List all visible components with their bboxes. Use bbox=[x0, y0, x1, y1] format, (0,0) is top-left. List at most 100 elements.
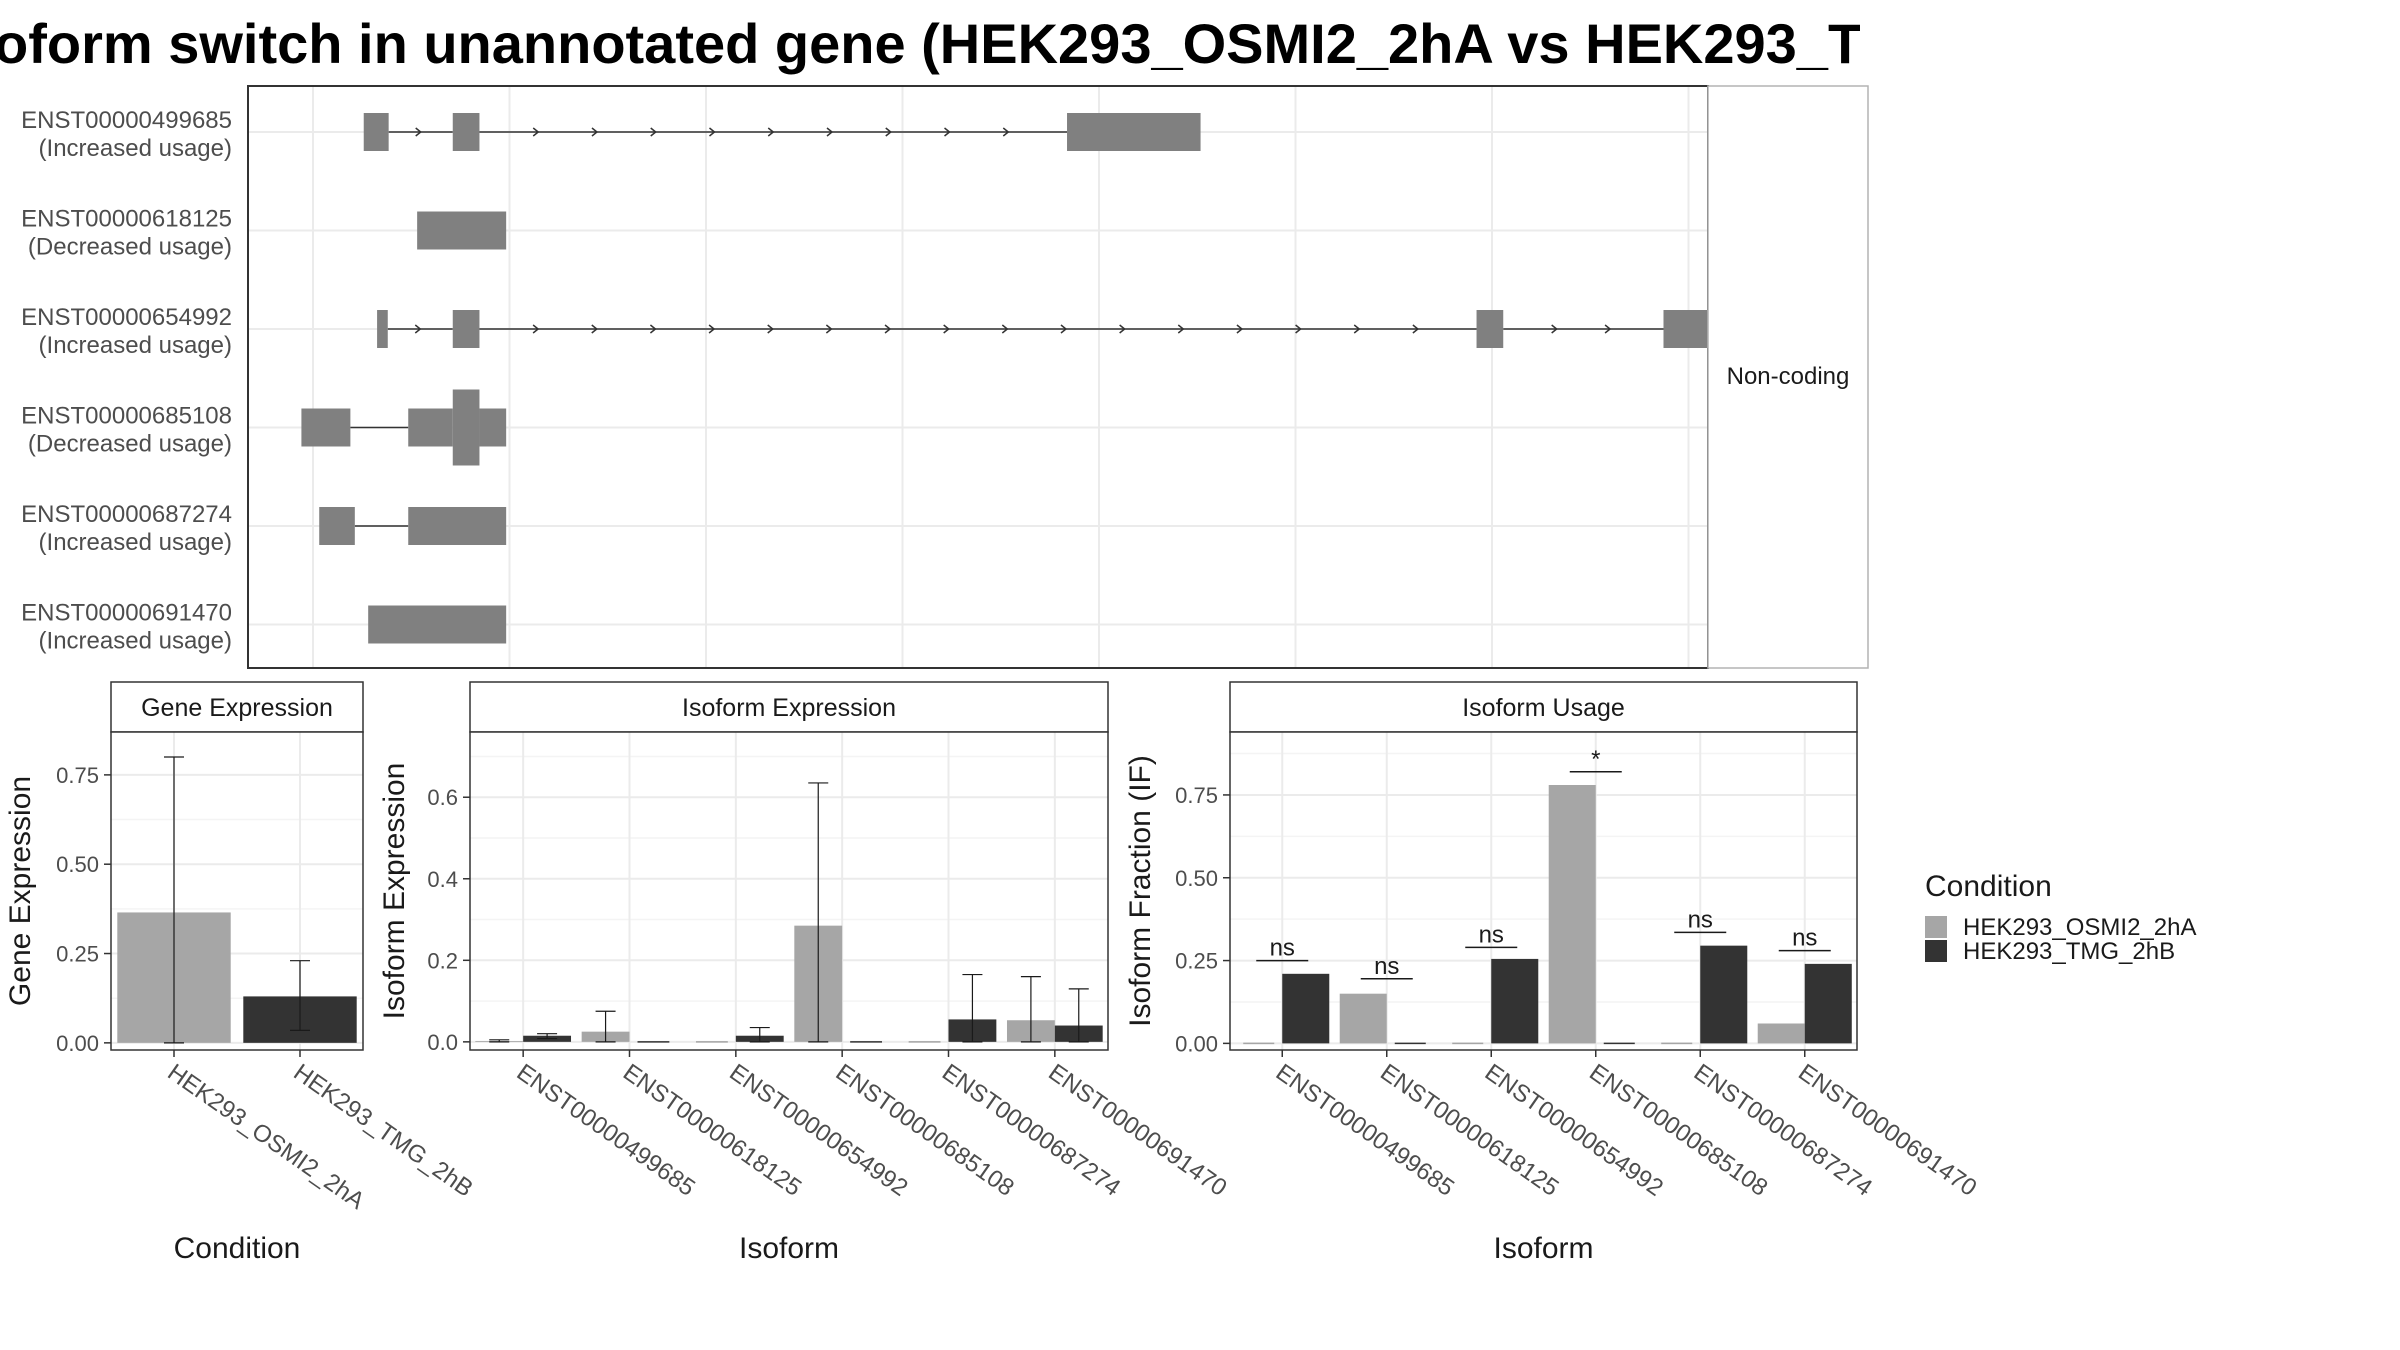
legend-title: Condition bbox=[1925, 870, 2052, 903]
intron-arrow bbox=[1060, 324, 1068, 334]
x-tick-label: ENST00000685108 bbox=[831, 1059, 1019, 1202]
legend-item-label: HEK293_OSMI2_2hA bbox=[1963, 914, 2196, 941]
exon-block bbox=[452, 310, 480, 348]
y-tick-label: 0.6 bbox=[427, 785, 458, 810]
structure-panel-background bbox=[248, 86, 1708, 668]
x-tick-label: ENST00000499685 bbox=[1271, 1059, 1459, 1202]
intron-arrow bbox=[1353, 324, 1361, 334]
intron-arrow bbox=[532, 324, 540, 334]
x-axis-title: Isoform bbox=[739, 1232, 839, 1265]
bar-condition-b bbox=[1491, 958, 1539, 1044]
y-tick-label: 0.25 bbox=[1175, 949, 1218, 974]
x-tick-label: ENST00000687274 bbox=[1689, 1059, 1877, 1202]
bar-condition-a bbox=[1339, 993, 1387, 1044]
intron-arrow bbox=[1295, 324, 1302, 334]
intron-arrow bbox=[767, 324, 774, 334]
intron-arrow bbox=[885, 127, 892, 137]
intron-arrow bbox=[532, 127, 540, 137]
exon-block bbox=[408, 408, 453, 447]
panel-strip-label: Gene Expression bbox=[141, 694, 333, 722]
intron-arrow bbox=[825, 324, 833, 334]
intron-arrow bbox=[708, 324, 716, 334]
bar-condition-a bbox=[1548, 785, 1596, 1044]
panel-background bbox=[1230, 732, 1857, 1050]
y-tick-label: 0.25 bbox=[56, 942, 99, 967]
transcript-id-label: ENST00000685108 bbox=[21, 403, 232, 430]
transcript-usage-label: (Increased usage) bbox=[39, 529, 232, 556]
panel-border bbox=[1229, 731, 1858, 1051]
intron-arrow bbox=[1236, 324, 1244, 334]
intron-arrow bbox=[591, 324, 598, 334]
transcript-id-label: ENST00000499685 bbox=[21, 107, 232, 134]
y-tick-label: 0.75 bbox=[1175, 783, 1218, 808]
transcript-id-label: ENST00000618125 bbox=[21, 206, 232, 233]
transcript-id-label: ENST00000687274 bbox=[21, 501, 232, 528]
x-tick-label: ENST00000654992 bbox=[1480, 1059, 1668, 1202]
x-tick-label: ENST00000691470 bbox=[1043, 1059, 1231, 1202]
bar-condition-b bbox=[1700, 945, 1748, 1044]
legend-swatch-condition-b bbox=[1925, 940, 1947, 962]
intron-arrow bbox=[1551, 324, 1558, 334]
transcript-usage-label: (Increased usage) bbox=[39, 628, 232, 655]
exon-block bbox=[363, 113, 389, 151]
transcript-id-label: ENST00000691470 bbox=[21, 600, 232, 627]
x-axis-title: Condition bbox=[174, 1232, 301, 1265]
y-axis-title: Isoform Fraction (IF) bbox=[1124, 755, 1157, 1027]
intron-arrow bbox=[767, 127, 775, 137]
transcript-usage-label: (Increased usage) bbox=[39, 332, 232, 359]
intron-arrow bbox=[415, 127, 422, 137]
y-tick-label: 0.00 bbox=[1175, 1031, 1218, 1056]
y-tick-label: 0.00 bbox=[56, 1031, 99, 1056]
structure-strip bbox=[1707, 85, 1869, 669]
bar-condition-a bbox=[1757, 1023, 1805, 1044]
intron-arrow bbox=[414, 324, 422, 334]
intron-arrow bbox=[884, 324, 892, 334]
bar-condition-b bbox=[1804, 963, 1852, 1044]
x-tick-label: ENST00000618125 bbox=[618, 1059, 806, 1202]
panel-strip bbox=[1229, 681, 1858, 733]
intron-arrow bbox=[1119, 324, 1126, 334]
legend-swatch-condition-a bbox=[1925, 916, 1947, 938]
exon-block bbox=[452, 389, 480, 466]
legend-item-label: HEK293_TMG_2hB bbox=[1963, 938, 2175, 965]
y-tick-label: 0.0 bbox=[427, 1030, 458, 1055]
y-tick-label: 0.50 bbox=[1175, 866, 1218, 891]
x-tick-label: ENST00000687274 bbox=[937, 1059, 1125, 1202]
panel-strip-label: Isoform Usage bbox=[1462, 694, 1625, 722]
y-axis-title: Gene Expression bbox=[4, 776, 37, 1006]
bar-condition-b bbox=[1282, 973, 1330, 1044]
x-tick-label: ENST00000685108 bbox=[1584, 1059, 1772, 1202]
x-tick-label: ENST00000499685 bbox=[512, 1059, 700, 1202]
panel-border bbox=[110, 731, 364, 1051]
x-tick-label: ENST00000618125 bbox=[1375, 1059, 1563, 1202]
intron-arrow bbox=[943, 324, 950, 334]
structure-strip-label: Non-coding bbox=[1727, 363, 1850, 390]
intron-arrow bbox=[649, 324, 657, 334]
x-tick-label: ENST00000654992 bbox=[724, 1059, 912, 1202]
y-tick-label: 0.2 bbox=[427, 948, 458, 973]
transcript-usage-label: (Decreased usage) bbox=[28, 431, 232, 458]
intron-arrow bbox=[1002, 127, 1010, 137]
panel-border bbox=[469, 731, 1109, 1051]
intron-arrow bbox=[1177, 324, 1185, 334]
intron-arrow bbox=[591, 127, 599, 137]
significance-label: * bbox=[1591, 746, 1600, 773]
x-axis-title: Isoform bbox=[1493, 1232, 1593, 1265]
panel-strip bbox=[469, 681, 1109, 733]
intron-arrow bbox=[709, 127, 716, 137]
y-tick-label: 0.4 bbox=[427, 867, 458, 892]
intron-arrow bbox=[1001, 324, 1009, 334]
exon-block bbox=[408, 507, 507, 545]
intron-arrow bbox=[1412, 324, 1420, 334]
transcript-usage-label: (Increased usage) bbox=[39, 135, 232, 162]
y-tick-label: 0.75 bbox=[56, 763, 99, 788]
y-axis-title: Isoform Expression bbox=[378, 763, 411, 1020]
exon-block bbox=[377, 310, 388, 348]
exon-block bbox=[319, 507, 355, 545]
exon-block bbox=[1067, 113, 1201, 151]
significance-label: ns bbox=[1479, 921, 1504, 948]
significance-label: ns bbox=[1792, 925, 1817, 952]
panel-strip bbox=[110, 681, 364, 733]
transcript-usage-label: (Decreased usage) bbox=[28, 234, 232, 261]
